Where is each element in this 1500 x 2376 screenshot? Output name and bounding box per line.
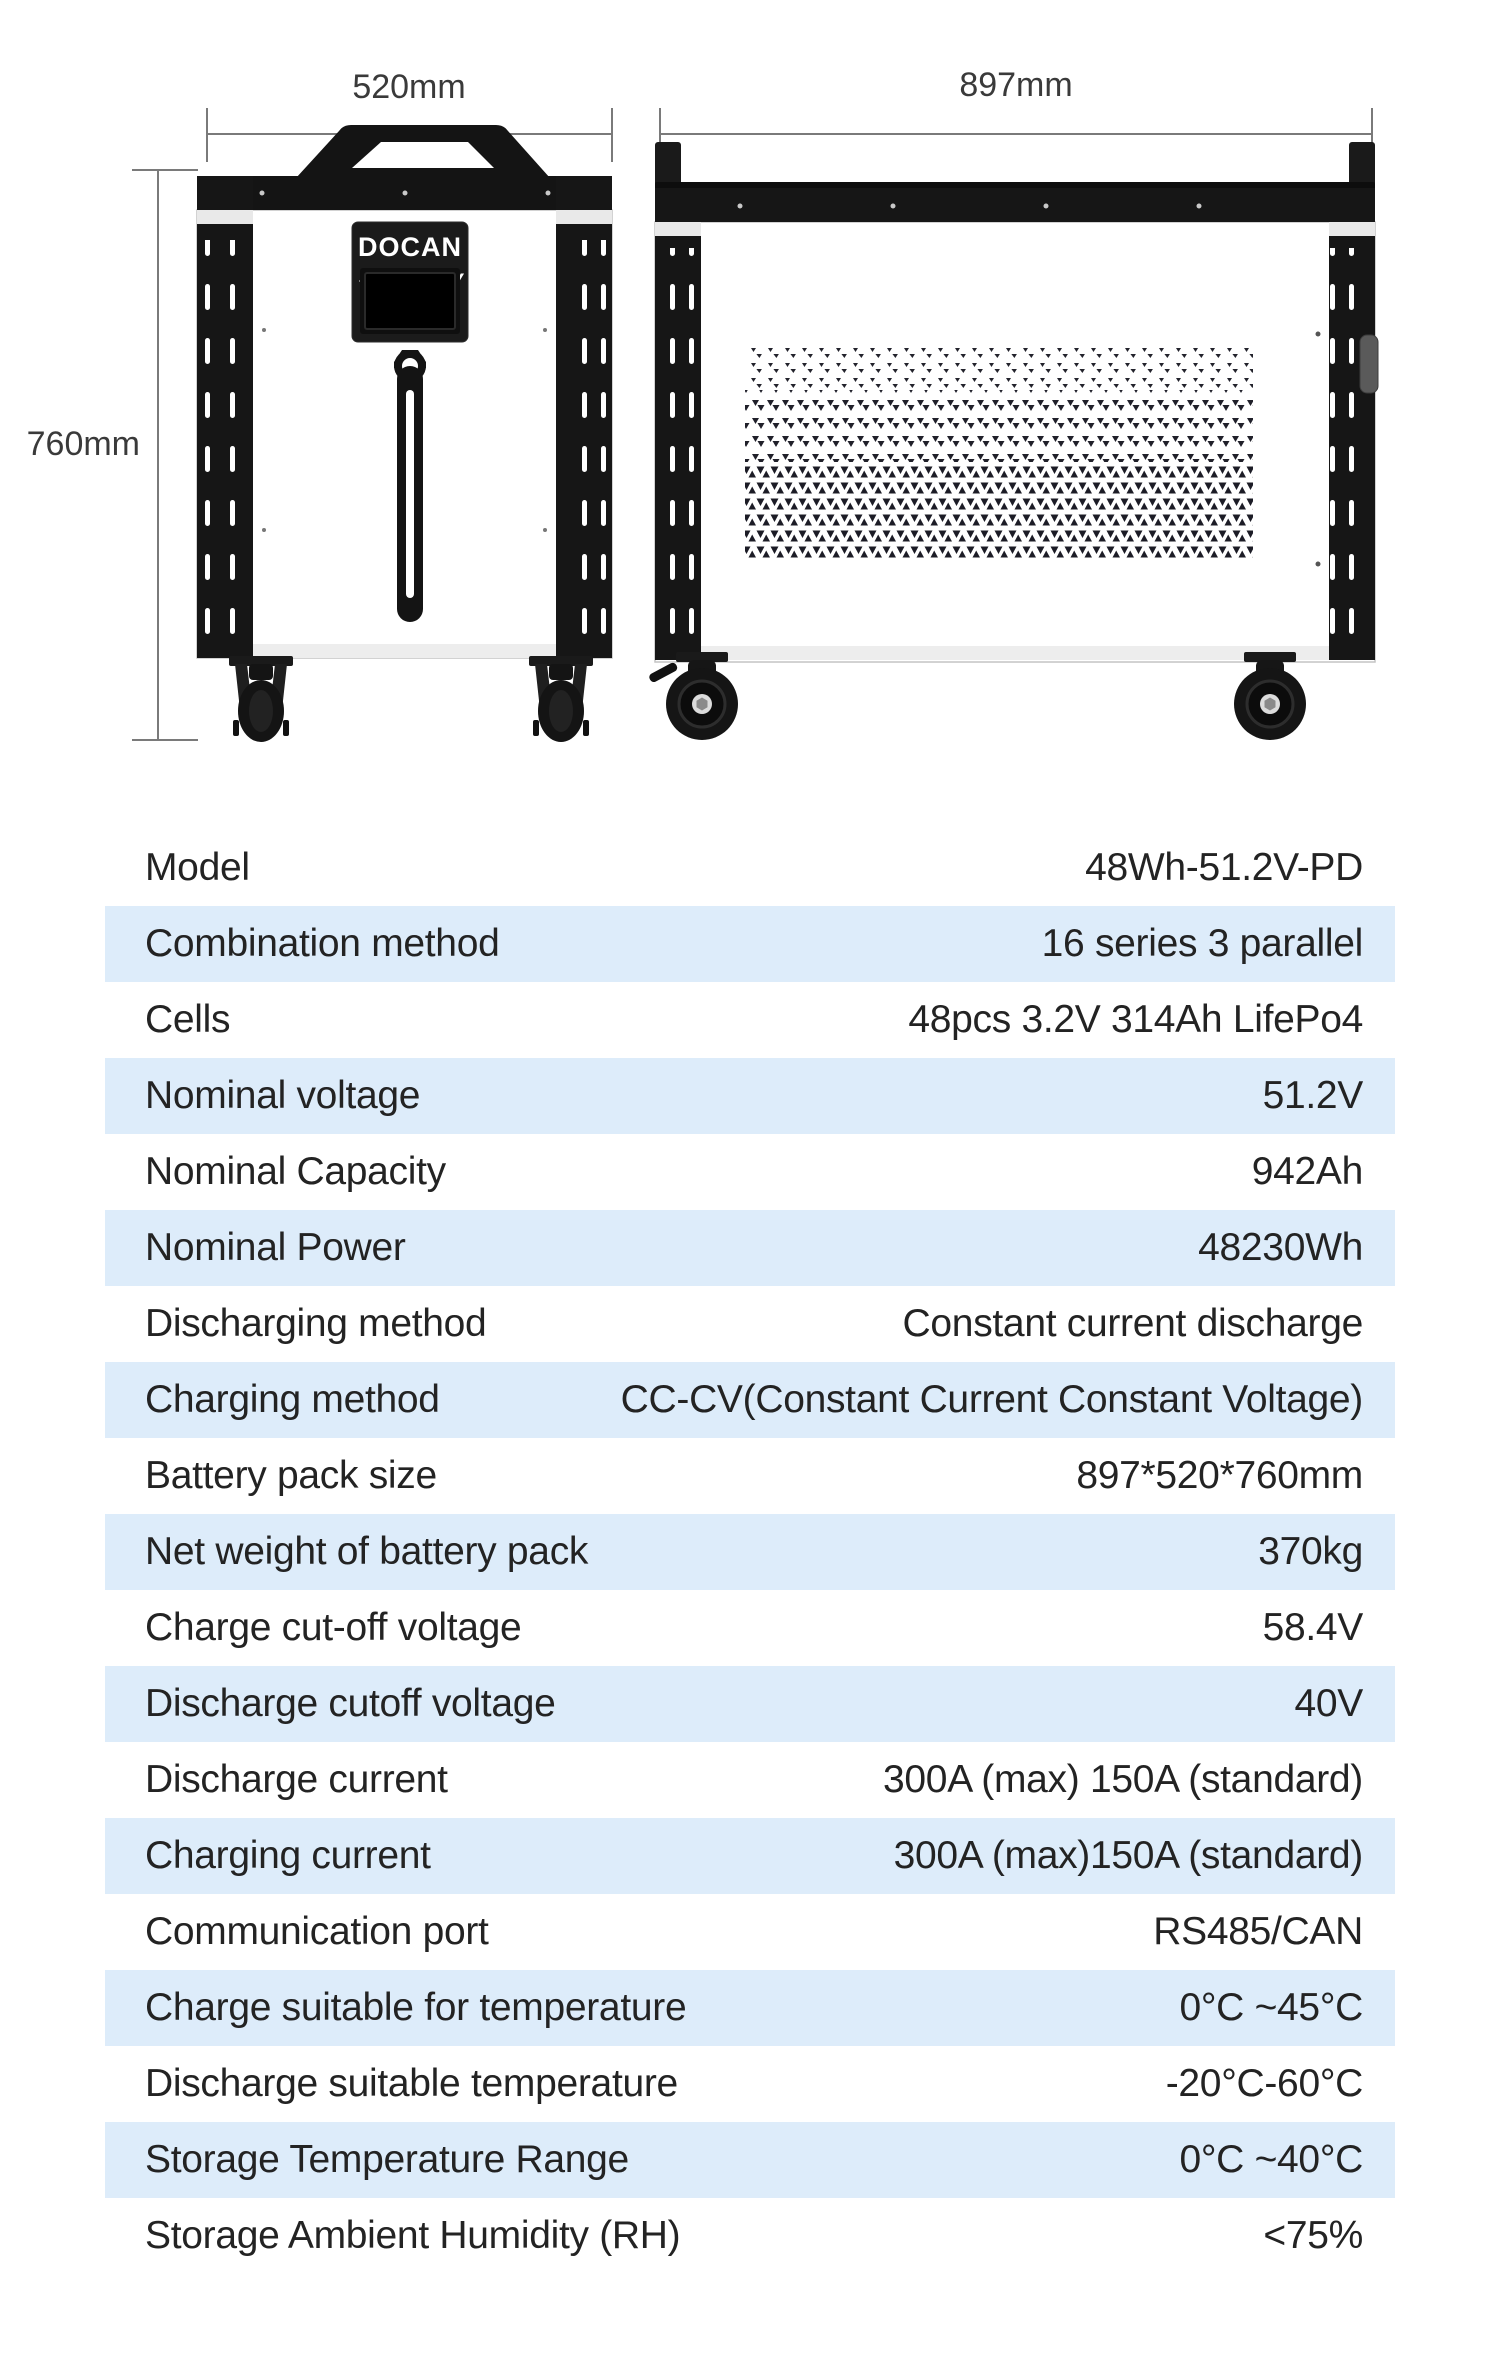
spec-row: Charging method CC-CV(Constant Current C… — [105, 1362, 1395, 1438]
spec-label: Battery pack size — [145, 1454, 437, 1497]
display-screen — [360, 268, 460, 334]
vent-rail-right — [1329, 188, 1375, 660]
spec-table: Model 48Wh-51.2V-PD Combination method 1… — [105, 830, 1395, 2274]
spec-label: Charge cut-off voltage — [145, 1606, 522, 1649]
spec-label: Storage Temperature Range — [145, 2138, 629, 2181]
spec-value: 40V — [1294, 1682, 1364, 1725]
spec-row: Discharge current 300A (max) 150A (stand… — [105, 1742, 1395, 1818]
vent-rail-left — [655, 188, 701, 660]
spec-label: Charging method — [145, 1378, 440, 1421]
spec-label: Discharging method — [145, 1302, 487, 1345]
spec-row: Discharge cutoff voltage 40V — [105, 1666, 1395, 1742]
spec-row: Model 48Wh-51.2V-PD — [105, 830, 1395, 906]
spec-value: 300A (max) 150A (standard) — [883, 1758, 1363, 1801]
spec-value: 300A (max)150A (standard) — [893, 1834, 1364, 1877]
side-width-label: 897mm — [959, 66, 1072, 104]
vent-rail-left — [197, 176, 253, 658]
caster-wheel — [1232, 650, 1308, 742]
spec-row: Discharging method Constant current disc… — [105, 1286, 1395, 1362]
spec-value: RS485/CAN — [1153, 1910, 1363, 1953]
side-handle — [1359, 334, 1379, 394]
logo-text-line1: DOCAN — [358, 232, 462, 262]
spec-value: 48pcs 3.2V 314Ah LifePo4 — [908, 998, 1363, 1041]
spec-value: 16 series 3 parallel — [1041, 922, 1364, 965]
spec-label: Communication port — [145, 1910, 489, 1953]
spec-row: Discharge suitable temperature -20°C-60°… — [105, 2046, 1395, 2122]
brand-logo-panel: DOCAN ENERGY — [351, 221, 469, 343]
spec-row: Net weight of battery pack 370kg — [105, 1514, 1395, 1590]
side-view-drawing — [649, 142, 1379, 742]
vent-rail-right — [556, 176, 612, 658]
spec-label: Net weight of battery pack — [145, 1530, 589, 1573]
caster-wheel — [229, 656, 293, 742]
spec-value: 51.2V — [1262, 1074, 1364, 1117]
height-label: 760mm — [27, 425, 140, 463]
spec-row: Communication port RS485/CAN — [105, 1894, 1395, 1970]
product-drawing: 520mm 897mm 760mm — [27, 66, 1379, 742]
spec-label: Charging current — [145, 1834, 431, 1877]
spec-label: Charge suitable for temperature — [145, 1986, 687, 2029]
spec-label: Combination method — [145, 922, 500, 965]
spec-value: -20°C-60°C — [1165, 2062, 1364, 2105]
keyhole-handle — [394, 350, 426, 622]
spec-value: 897*520*760mm — [1076, 1454, 1363, 1497]
spec-row: Nominal Capacity 942Ah — [105, 1134, 1395, 1210]
spec-value: Constant current discharge — [902, 1302, 1364, 1345]
caster-wheel — [529, 656, 593, 742]
front-view-drawing: DOCAN ENERGY — [196, 125, 613, 742]
spec-value: <75% — [1263, 2214, 1363, 2257]
dimension-height — [132, 169, 198, 741]
spec-row: Storage Temperature Range 0°C ~40°C — [105, 2122, 1395, 2198]
spec-row: Charge suitable for temperature 0°C ~45°… — [105, 1970, 1395, 2046]
spec-row: Battery pack size 897*520*760mm — [105, 1438, 1395, 1514]
caster-wheel — [664, 650, 740, 742]
spec-row: Nominal Power 48230Wh — [105, 1210, 1395, 1286]
spec-value: 0°C ~45°C — [1179, 1986, 1363, 2029]
spec-row: Nominal voltage 51.2V — [105, 1058, 1395, 1134]
spec-value: CC-CV(Constant Current Constant Voltage) — [620, 1378, 1364, 1421]
spec-value: 942Ah — [1251, 1150, 1364, 1193]
spec-label: Nominal voltage — [145, 1074, 421, 1117]
spec-value: 0°C ~40°C — [1179, 2138, 1363, 2181]
spec-row: Cells 48pcs 3.2V 314Ah LifePo4 — [105, 982, 1395, 1058]
spec-value: 370kg — [1258, 1530, 1363, 1573]
spec-row: Combination method 16 series 3 parallel — [105, 906, 1395, 982]
spec-label: Nominal Capacity — [145, 1150, 446, 1193]
spec-row: Storage Ambient Humidity (RH) <75% — [105, 2198, 1395, 2274]
dimension-side-width — [659, 108, 1373, 162]
spec-label: Cells — [145, 998, 231, 1041]
spec-label: Discharge cutoff voltage — [145, 1682, 556, 1725]
spec-label: Storage Ambient Humidity (RH) — [145, 2214, 681, 2257]
spec-label: Model — [145, 846, 250, 889]
spec-value: 58.4V — [1262, 1606, 1364, 1649]
spec-row: Charge cut-off voltage 58.4V — [105, 1590, 1395, 1666]
spec-label: Discharge suitable temperature — [145, 2062, 678, 2105]
spec-value: 48230Wh — [1198, 1226, 1363, 1269]
front-width-label: 520mm — [352, 68, 465, 106]
spec-label: Nominal Power — [145, 1226, 406, 1269]
caster-brake-lever — [649, 662, 678, 683]
vent-pattern — [745, 344, 1253, 558]
spec-label: Discharge current — [145, 1758, 448, 1801]
spec-row: Charging current 300A (max)150A (standar… — [105, 1818, 1395, 1894]
spec-value: 48Wh-51.2V-PD — [1085, 846, 1363, 889]
